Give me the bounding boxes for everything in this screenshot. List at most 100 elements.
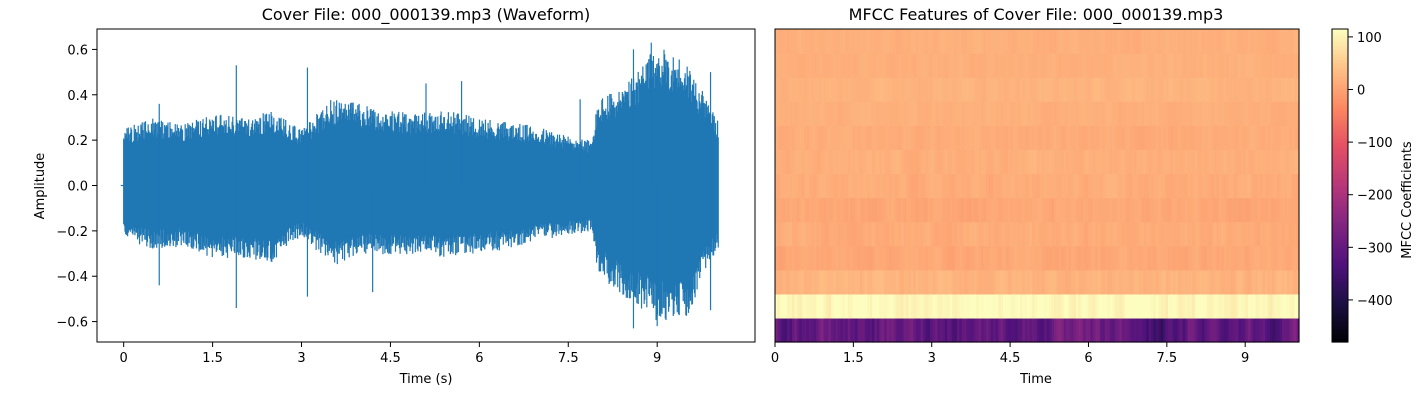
mfcc-cell: [1158, 29, 1162, 54]
mfcc-cell: [949, 317, 953, 343]
mfcc-cell: [1269, 221, 1273, 247]
mfcc-cell: [910, 29, 914, 54]
mfcc-cell: [925, 149, 929, 175]
mfcc-cell: [1005, 173, 1009, 199]
mfcc-cell: [920, 269, 924, 295]
mfcc-cell: [1197, 269, 1201, 295]
mfcc-cell: [872, 197, 876, 223]
mfcc-cell: [922, 29, 927, 54]
colorbar-strip: [1332, 39, 1348, 43]
mfcc-cell: [1087, 53, 1091, 78]
colorbar-strip: [1332, 164, 1348, 168]
mfcc-cell: [1041, 269, 1045, 295]
mfcc-cell: [939, 101, 943, 126]
mfcc-cell: [1279, 221, 1283, 247]
mfcc-cell: [1192, 173, 1196, 199]
mfcc-cell: [1034, 221, 1038, 247]
mfcc-cell: [1160, 53, 1164, 78]
mfcc-cell: [1114, 317, 1118, 343]
mfcc-cell: [995, 101, 999, 126]
mfcc-cell: [1226, 101, 1230, 126]
mfcc-cell: [799, 197, 803, 223]
mfcc-cell: [964, 293, 968, 319]
waveform-x-label: Time (s): [399, 372, 453, 387]
mfcc-cell: [949, 29, 953, 54]
mfcc-cell: [1272, 173, 1276, 199]
mfcc-cell: [775, 317, 779, 343]
mfcc-cell: [1175, 173, 1179, 199]
mfcc-cell: [961, 53, 965, 78]
mfcc-cell: [1007, 125, 1011, 150]
mfcc-cell: [1238, 77, 1242, 102]
mfcc-cell: [835, 77, 839, 102]
mfcc-cell: [1189, 269, 1193, 295]
mfcc-cell: [1187, 125, 1191, 150]
mfcc-cell: [1272, 77, 1276, 102]
mfcc-cell: [825, 293, 829, 319]
mfcc-cell: [825, 101, 829, 126]
mfcc-cell: [1175, 245, 1179, 271]
mfcc-cell: [1223, 293, 1227, 319]
mfcc-cell: [995, 149, 999, 175]
mfcc-cell: [976, 77, 980, 102]
mfcc-cell: [1032, 173, 1036, 199]
mfcc-cell: [1003, 317, 1007, 343]
mfcc-cell: [1034, 269, 1038, 295]
mfcc-cell: [891, 77, 895, 102]
mfcc-cell: [964, 29, 968, 54]
mfcc-cell: [884, 173, 888, 199]
mfcc-cell: [1158, 245, 1162, 271]
mfcc-cell: [857, 125, 861, 150]
mfcc-cell: [1020, 149, 1024, 175]
mfcc-cell: [964, 197, 968, 223]
mfcc-cell: [1216, 269, 1220, 295]
colorbar-strip: [1332, 224, 1348, 228]
mfcc-cell: [1216, 221, 1220, 247]
mfcc-cell: [901, 53, 905, 78]
mfcc-cell: [947, 101, 951, 126]
mfcc-cell: [981, 269, 985, 295]
mfcc-cell: [901, 293, 905, 319]
mfcc-cell: [1146, 149, 1150, 175]
colorbar-strip: [1332, 99, 1348, 103]
mfcc-cell: [1029, 245, 1033, 271]
mfcc-cell: [913, 173, 917, 199]
mfcc-cell: [874, 269, 878, 295]
mfcc-cell: [782, 293, 786, 319]
mfcc-cell: [1083, 173, 1087, 199]
mfcc-cell: [1182, 101, 1186, 126]
mfcc-cell: [1170, 101, 1174, 126]
mfcc-cell: [1034, 77, 1038, 102]
mfcc-cell: [1051, 125, 1055, 150]
mfcc-cell: [1155, 101, 1159, 126]
mfcc-cell: [1284, 317, 1288, 343]
colorbar-strip: [1332, 112, 1348, 116]
mfcc-cell: [1240, 77, 1244, 102]
mfcc-cell: [828, 125, 832, 150]
mfcc-cell: [876, 245, 880, 271]
mfcc-cell: [935, 221, 939, 247]
mfcc-cell: [1085, 173, 1089, 199]
mfcc-cell: [1170, 317, 1174, 343]
mfcc-cell: [791, 29, 796, 54]
mfcc-cell: [1112, 293, 1116, 319]
mfcc-cell: [869, 125, 873, 150]
mfcc-cell: [995, 197, 999, 223]
mfcc-cell: [993, 149, 997, 175]
mfcc-cell: [1155, 29, 1159, 54]
mfcc-cell: [947, 77, 951, 102]
mfcc-cell: [981, 29, 985, 54]
mfcc-cell: [973, 293, 977, 319]
mfcc-x-tick-label: 6: [1084, 351, 1092, 366]
mfcc-cell: [1032, 197, 1036, 223]
mfcc-cell: [1102, 221, 1106, 247]
mfcc-cell: [775, 125, 779, 150]
mfcc-cell: [1039, 101, 1043, 126]
mfcc-cell: [898, 293, 902, 319]
mfcc-cell: [1255, 149, 1259, 175]
mfcc-cell: [1296, 197, 1300, 223]
mfcc-cell: [801, 77, 805, 102]
mfcc-cell: [1184, 269, 1189, 295]
mfcc-cell: [1172, 149, 1176, 175]
mfcc-cell: [804, 29, 808, 54]
